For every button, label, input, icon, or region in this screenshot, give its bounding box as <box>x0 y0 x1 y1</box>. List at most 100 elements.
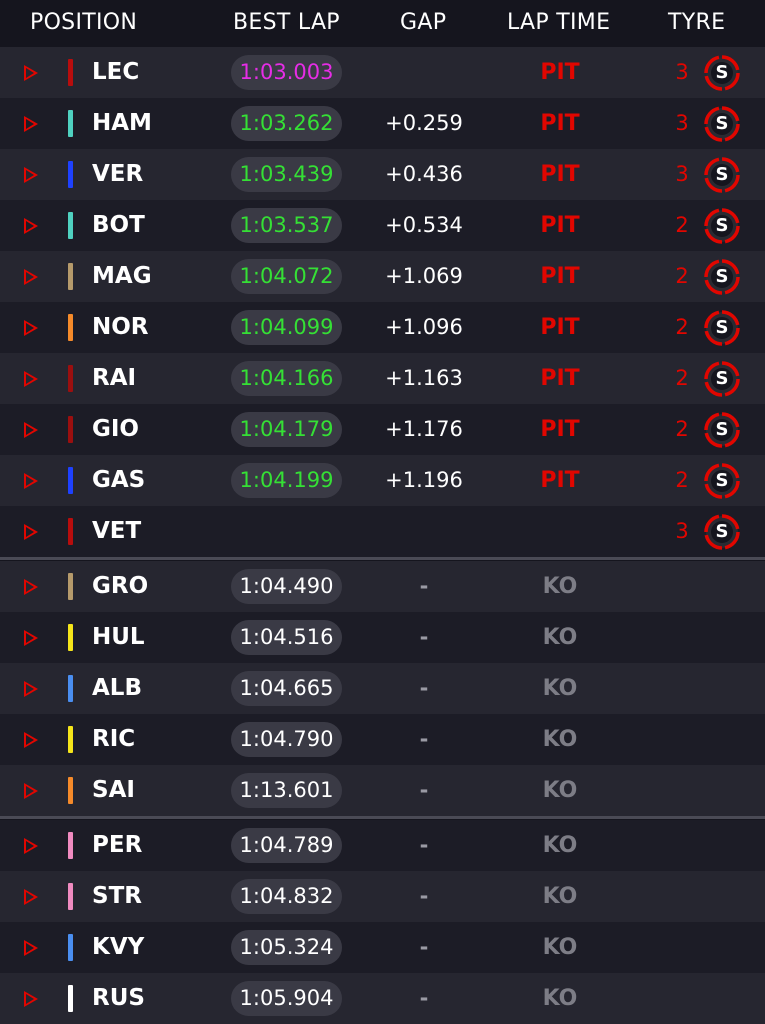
expand-arrow-icon[interactable] <box>24 473 38 489</box>
table-header: POSITION BEST LAP GAP LAP TIME TYRE <box>0 0 765 46</box>
tyre-compound-label: S <box>715 266 729 287</box>
tyre-laps: 3 <box>675 111 689 135</box>
knocked-out-status: KO <box>542 676 578 701</box>
tyre-compound-label: S <box>715 368 729 389</box>
gap-value: - <box>419 574 429 598</box>
table-row[interactable]: HAM 1:03.262 +0.259 PIT 3 S <box>0 98 765 149</box>
best-lap-time: 1:03.262 <box>231 106 342 141</box>
table-row[interactable]: MAG 1:04.072 +1.069 PIT 2 S <box>0 251 765 302</box>
team-color-bar <box>68 883 73 910</box>
table-row[interactable]: GRO 1:04.490 - KO <box>0 561 765 612</box>
expand-arrow-icon[interactable] <box>24 630 38 646</box>
gap-value: +1.196 <box>385 468 463 492</box>
expand-arrow-icon[interactable] <box>24 269 38 285</box>
expand-arrow-icon[interactable] <box>24 579 38 595</box>
best-lap-time: 1:04.790 <box>231 722 342 757</box>
team-color-bar <box>68 161 73 188</box>
table-row[interactable]: SAI 1:13.601 - KO <box>0 765 765 816</box>
knocked-out-status: KO <box>542 727 578 752</box>
table-row[interactable]: ALB 1:04.665 - KO <box>0 663 765 714</box>
driver-code: RAI <box>92 365 137 391</box>
expand-arrow-icon[interactable] <box>24 889 38 905</box>
table-row[interactable]: VET 3 S <box>0 506 765 557</box>
expand-arrow-icon[interactable] <box>24 167 38 183</box>
segment-divider <box>0 557 765 560</box>
table-row[interactable]: PER 1:04.789 - KO <box>0 820 765 871</box>
table-row[interactable]: GAS 1:04.199 +1.196 PIT 2 S <box>0 455 765 506</box>
table-row[interactable]: RIC 1:04.790 - KO <box>0 714 765 765</box>
best-lap-time: 1:03.537 <box>231 208 342 243</box>
tyre-compound-label: S <box>715 521 729 542</box>
best-lap-time: 1:04.099 <box>231 310 342 345</box>
tyre-compound-label: S <box>715 164 729 185</box>
table-row[interactable]: NOR 1:04.099 +1.096 PIT 2 S <box>0 302 765 353</box>
driver-code: GAS <box>92 467 146 493</box>
best-lap-time: 1:04.490 <box>231 569 342 604</box>
team-color-bar <box>68 777 73 804</box>
expand-arrow-icon[interactable] <box>24 838 38 854</box>
driver-code: VER <box>92 161 144 187</box>
gap-value: - <box>419 727 429 751</box>
knocked-out-status: KO <box>542 884 578 909</box>
soft-tyre-icon: S <box>704 106 740 142</box>
knocked-out-status: KO <box>542 935 578 960</box>
expand-arrow-icon[interactable] <box>24 218 38 234</box>
expand-arrow-icon[interactable] <box>24 732 38 748</box>
pit-status: PIT <box>540 213 580 238</box>
driver-code: RUS <box>92 985 145 1011</box>
best-lap-time: 1:04.789 <box>231 828 342 863</box>
header-position[interactable]: POSITION <box>30 10 138 35</box>
expand-arrow-icon[interactable] <box>24 940 38 956</box>
expand-arrow-icon[interactable] <box>24 524 38 540</box>
tyre-laps: 3 <box>675 519 689 543</box>
header-gap[interactable]: GAP <box>400 10 447 35</box>
best-lap-time: 1:03.439 <box>231 157 342 192</box>
soft-tyre-icon: S <box>704 310 740 346</box>
expand-arrow-icon[interactable] <box>24 422 38 438</box>
table-row[interactable]: HUL 1:04.516 - KO <box>0 612 765 663</box>
expand-arrow-icon[interactable] <box>24 371 38 387</box>
header-lap-time[interactable]: LAP TIME <box>507 10 611 35</box>
header-best-lap[interactable]: BEST LAP <box>233 10 340 35</box>
best-lap-time: 1:04.072 <box>231 259 342 294</box>
table-row[interactable]: VER 1:03.439 +0.436 PIT 3 S <box>0 149 765 200</box>
pit-status: PIT <box>540 111 580 136</box>
driver-code: GRO <box>92 573 149 599</box>
team-color-bar <box>68 573 73 600</box>
gap-value: - <box>419 833 429 857</box>
table-row[interactable]: BOT 1:03.537 +0.534 PIT 2 S <box>0 200 765 251</box>
gap-value: +0.534 <box>385 213 463 237</box>
team-color-bar <box>68 624 73 651</box>
gap-value: +1.069 <box>385 264 463 288</box>
soft-tyre-icon: S <box>704 514 740 550</box>
tyre-laps: 2 <box>675 264 689 288</box>
pit-status: PIT <box>540 417 580 442</box>
expand-arrow-icon[interactable] <box>24 65 38 81</box>
team-color-bar <box>68 212 73 239</box>
best-lap-time: 1:05.324 <box>231 930 342 965</box>
best-lap-time: 1:04.516 <box>231 620 342 655</box>
table-row[interactable]: RAI 1:04.166 +1.163 PIT 2 S <box>0 353 765 404</box>
driver-code: VET <box>92 518 142 544</box>
soft-tyre-icon: S <box>704 412 740 448</box>
table-row[interactable]: RUS 1:05.904 - KO <box>0 973 765 1024</box>
gap-value: - <box>419 986 429 1010</box>
gap-value: +1.163 <box>385 366 463 390</box>
table-row[interactable]: KVY 1:05.324 - KO <box>0 922 765 973</box>
table-row[interactable]: GIO 1:04.179 +1.176 PIT 2 S <box>0 404 765 455</box>
expand-arrow-icon[interactable] <box>24 681 38 697</box>
team-color-bar <box>68 110 73 137</box>
header-tyre[interactable]: TYRE <box>668 10 726 35</box>
table-row[interactable]: STR 1:04.832 - KO <box>0 871 765 922</box>
pit-status: PIT <box>540 315 580 340</box>
expand-arrow-icon[interactable] <box>24 320 38 336</box>
tyre-laps: 2 <box>675 213 689 237</box>
expand-arrow-icon[interactable] <box>24 116 38 132</box>
expand-arrow-icon[interactable] <box>24 783 38 799</box>
table-row[interactable]: LEC 1:03.003 PIT 3 S <box>0 47 765 98</box>
team-color-bar <box>68 263 73 290</box>
gap-value: +0.259 <box>385 111 463 135</box>
driver-code: BOT <box>92 212 145 238</box>
expand-arrow-icon[interactable] <box>24 991 38 1007</box>
